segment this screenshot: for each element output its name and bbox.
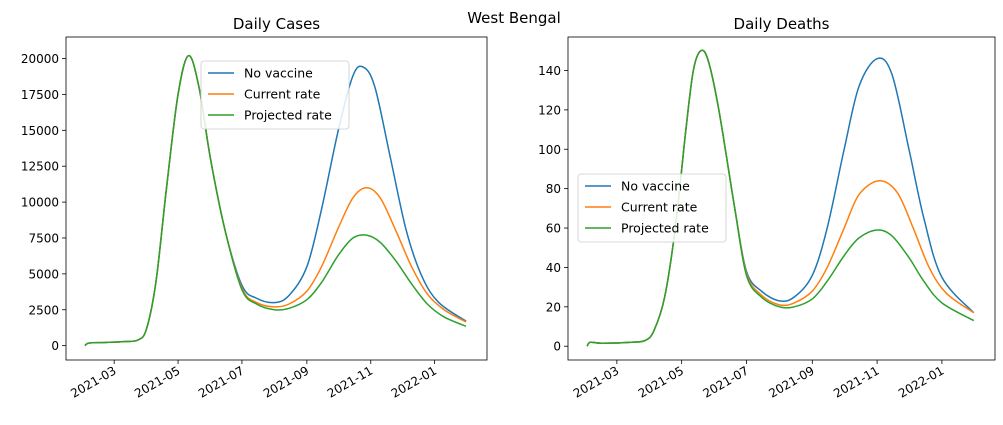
daily-cases-title: Daily Cases	[233, 15, 320, 33]
daily-cases-y-tick-label: 12500	[21, 160, 59, 174]
daily-deaths-x-tick-label: 2021-05	[636, 363, 686, 400]
daily-cases-y-tick-label: 0	[51, 339, 59, 353]
daily-deaths-axes-frame	[567, 36, 996, 361]
daily-cases-x-tick-label: 2021-03	[68, 363, 118, 400]
daily-deaths-title: Daily Deaths	[734, 15, 830, 33]
daily-cases-legend: No vaccine Current rate Projected rate	[200, 60, 350, 130]
daily-deaths-series-projected-rate	[586, 49, 975, 347]
daily-cases-series-projected-rate	[84, 54, 467, 347]
daily-deaths-y-tick-label: 120	[538, 103, 561, 117]
daily-deaths-x-tick-label: 2021-03	[571, 363, 621, 400]
daily-cases-y-tick-label: 10000	[21, 196, 59, 210]
daily-deaths-legend-label: Projected rate	[621, 221, 709, 236]
daily-deaths-x-tick-label: 2022-01	[896, 363, 946, 400]
daily-cases-y-tick-label: 17500	[21, 88, 59, 102]
daily-deaths-legend-label: Current rate	[621, 200, 698, 215]
daily-deaths-y-tick-label: 60	[546, 222, 561, 236]
daily-deaths-x-tick-label: 2021-07	[701, 363, 751, 400]
daily-cases-chart: Daily Cases 0 2500 5000 7500 10000 12500 15000 1…	[21, 15, 488, 401]
daily-cases-y-tick-label: 15000	[21, 124, 59, 138]
daily-cases-y-tick-label: 5000	[28, 267, 59, 281]
daily-deaths-legend-label: No vaccine	[621, 179, 690, 194]
daily-deaths-legend-box	[577, 173, 727, 243]
daily-deaths-y-tick-label: 0	[553, 340, 561, 354]
daily-deaths-y-tick-label: 40	[546, 261, 561, 275]
daily-deaths-legend: No vaccine Current rate Projected rate	[577, 173, 727, 243]
daily-cases-legend-label: Projected rate	[244, 108, 332, 123]
daily-deaths-y-tick-label: 80	[546, 182, 561, 196]
daily-cases-x-tick-label: 2021-07	[196, 363, 246, 400]
daily-deaths-y-tick-label: 100	[538, 143, 561, 157]
daily-deaths-y-tick-label: 140	[538, 64, 561, 78]
figure-suptitle: West Bengal	[467, 9, 561, 27]
daily-cases-x-tick-label: 2021-11	[325, 363, 375, 400]
daily-cases-x-tick-label: 2021-05	[132, 363, 182, 400]
daily-deaths-y-tick-label: 20	[546, 300, 561, 314]
daily-deaths-x-tick-label: 2021-11	[831, 363, 881, 400]
daily-deaths-chart: Daily Deaths 0 20 40 60 80 100 120 140 2021-03 202…	[538, 15, 996, 401]
daily-deaths-x-tick-label: 2021-09	[766, 363, 816, 400]
daily-cases-y-tick-label: 2500	[28, 303, 59, 317]
daily-cases-legend-label: Current rate	[244, 87, 321, 102]
daily-cases-axes-frame	[65, 36, 488, 361]
daily-cases-y-tick-label: 20000	[21, 52, 59, 66]
daily-cases-legend-box	[200, 60, 350, 130]
daily-cases-x-tick-label: 2021-09	[261, 363, 311, 400]
daily-cases-legend-label: No vaccine	[244, 66, 313, 81]
daily-cases-y-tick-label: 7500	[28, 231, 59, 245]
daily-cases-x-tick-label: 2022-01	[389, 363, 439, 400]
